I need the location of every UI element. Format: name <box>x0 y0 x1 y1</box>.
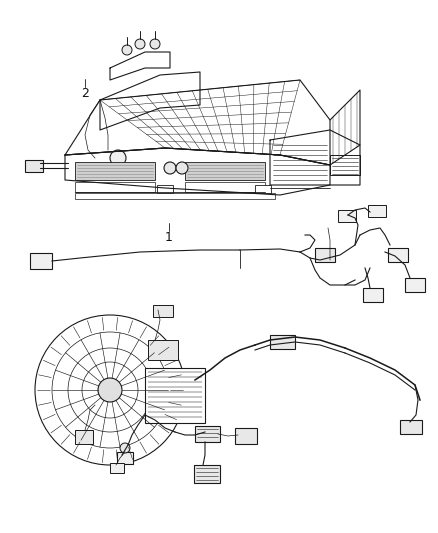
Circle shape <box>110 150 126 166</box>
Circle shape <box>122 45 132 55</box>
Bar <box>194 465 220 483</box>
Bar <box>148 340 178 360</box>
Bar <box>388 248 408 262</box>
Bar <box>255 185 271 193</box>
Circle shape <box>176 162 188 174</box>
Bar <box>117 452 133 464</box>
Circle shape <box>120 443 130 453</box>
Bar <box>185 162 265 180</box>
Text: 1: 1 <box>165 231 173 244</box>
Bar <box>315 248 335 262</box>
Bar <box>153 305 173 317</box>
Circle shape <box>150 39 160 49</box>
Bar <box>338 210 356 222</box>
Bar <box>270 335 295 349</box>
Bar <box>25 160 43 172</box>
Bar <box>157 185 173 193</box>
Bar <box>235 428 257 444</box>
Text: 2: 2 <box>81 87 89 100</box>
Circle shape <box>135 39 145 49</box>
Bar <box>145 368 205 423</box>
Bar <box>330 155 360 175</box>
Bar <box>185 182 265 192</box>
Circle shape <box>98 378 122 402</box>
Circle shape <box>68 348 152 432</box>
Bar <box>110 463 124 473</box>
Bar <box>195 426 220 442</box>
Circle shape <box>164 162 176 174</box>
Bar <box>405 278 425 292</box>
Circle shape <box>82 362 138 418</box>
Bar <box>75 430 93 444</box>
Bar <box>368 205 386 217</box>
Circle shape <box>35 315 185 465</box>
Bar <box>75 162 155 180</box>
Bar <box>400 420 422 434</box>
Bar <box>30 253 52 269</box>
Bar <box>75 182 155 192</box>
Circle shape <box>52 332 168 448</box>
Bar <box>75 193 275 199</box>
Bar <box>363 288 383 302</box>
